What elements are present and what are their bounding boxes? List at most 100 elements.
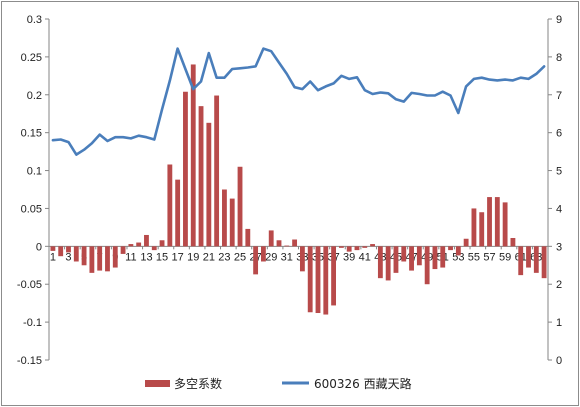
bar bbox=[167, 164, 173, 247]
x-tick-label: 3 bbox=[65, 251, 71, 263]
x-tick-label: 55 bbox=[468, 251, 480, 263]
bar bbox=[299, 246, 305, 272]
bar bbox=[416, 246, 422, 266]
line-series-stock-price bbox=[51, 47, 546, 156]
bar bbox=[206, 122, 212, 247]
right-y-tick-label: 8 bbox=[556, 52, 562, 64]
bar bbox=[510, 237, 516, 247]
bar bbox=[175, 179, 181, 247]
bar bbox=[245, 228, 251, 247]
bar bbox=[354, 246, 360, 251]
bar bbox=[362, 246, 368, 248]
bar bbox=[292, 239, 298, 247]
left-y-tick-label: 0.2 bbox=[27, 90, 42, 102]
bar bbox=[151, 246, 157, 251]
bar bbox=[385, 246, 391, 281]
bar bbox=[487, 197, 492, 247]
x-tick-label: 1 bbox=[50, 251, 56, 263]
bar bbox=[89, 246, 95, 273]
price-line bbox=[51, 47, 546, 156]
legend-swatch-bar bbox=[145, 380, 170, 387]
bar bbox=[183, 91, 188, 247]
bar bbox=[370, 244, 375, 247]
bar bbox=[479, 212, 485, 247]
legend-label-line: 600326 西藏天路 bbox=[314, 376, 412, 391]
right-y-tick-label: 0 bbox=[556, 355, 562, 367]
bar bbox=[66, 246, 71, 253]
left-y-tick-label: 0.15 bbox=[21, 128, 42, 140]
legend-label-bar: 多空系数 bbox=[174, 376, 222, 391]
bar bbox=[315, 246, 321, 314]
right-y-tick-label: 1 bbox=[556, 317, 562, 329]
x-tick-label: 53 bbox=[452, 251, 464, 263]
left-y-tick-label: -0.15 bbox=[17, 355, 42, 367]
bar bbox=[276, 240, 282, 247]
bar bbox=[136, 242, 142, 247]
right-y-tick-label: 5 bbox=[556, 166, 562, 178]
left-y-tick-label: -0.05 bbox=[17, 279, 42, 291]
bar bbox=[541, 246, 547, 279]
bar bbox=[455, 246, 461, 256]
left-y-tick-label: 0 bbox=[36, 241, 42, 253]
x-tick-label: 13 bbox=[140, 251, 152, 263]
bar bbox=[190, 64, 196, 247]
bar bbox=[494, 197, 500, 247]
right-y-tick-label: 7 bbox=[556, 90, 562, 102]
bar bbox=[222, 189, 227, 247]
left-y-tick-label: 0.3 bbox=[27, 14, 42, 26]
x-tick-label: 15 bbox=[156, 251, 168, 263]
bar bbox=[120, 246, 126, 254]
bar bbox=[229, 198, 235, 247]
x-tick-label: 11 bbox=[125, 251, 136, 263]
bar bbox=[424, 246, 430, 285]
chart-legend: 多空系数 600326 西藏天路 bbox=[145, 376, 412, 391]
bar bbox=[401, 246, 407, 262]
bar bbox=[284, 245, 290, 247]
bar bbox=[518, 246, 524, 276]
chart-axes: -0.15-0.1-0.0500.050.10.150.20.250.30123… bbox=[17, 14, 562, 367]
bar bbox=[502, 202, 508, 247]
bar bbox=[533, 246, 539, 273]
bar bbox=[526, 246, 531, 268]
bar bbox=[448, 246, 453, 251]
x-tick-label: 57 bbox=[483, 251, 495, 263]
right-y-tick-label: 2 bbox=[556, 279, 562, 291]
bar bbox=[331, 246, 337, 306]
left-y-tick-label: -0.1 bbox=[23, 317, 42, 329]
bar bbox=[393, 246, 399, 273]
x-tick-label: 39 bbox=[343, 251, 355, 263]
x-tick-label: 59 bbox=[499, 251, 511, 263]
x-tick-label: 31 bbox=[281, 251, 293, 263]
bar bbox=[471, 208, 477, 247]
bar bbox=[73, 246, 79, 262]
bar bbox=[144, 234, 149, 247]
left-y-tick-label: 0.25 bbox=[21, 52, 42, 64]
right-y-tick-label: 4 bbox=[556, 203, 562, 215]
right-y-tick-label: 6 bbox=[556, 128, 562, 140]
bar bbox=[97, 246, 103, 271]
bar bbox=[346, 246, 352, 252]
bar bbox=[128, 244, 134, 247]
bar bbox=[198, 106, 204, 247]
bar bbox=[50, 246, 56, 251]
bar-series-long-short-coefficient bbox=[50, 64, 547, 315]
right-y-tick-label: 9 bbox=[556, 14, 562, 26]
bar bbox=[463, 238, 469, 247]
x-tick-label: 25 bbox=[234, 251, 246, 263]
x-tick-label: 17 bbox=[172, 251, 184, 263]
x-tick-label: 19 bbox=[187, 251, 199, 263]
bar bbox=[323, 246, 329, 315]
bar bbox=[268, 230, 274, 247]
bar bbox=[409, 246, 414, 271]
right-y-tick-label: 3 bbox=[556, 241, 562, 253]
bar bbox=[112, 246, 118, 268]
bar bbox=[307, 246, 313, 313]
bar bbox=[440, 246, 446, 268]
bar bbox=[260, 246, 266, 262]
bar bbox=[237, 166, 243, 247]
x-tick-label: 23 bbox=[218, 251, 230, 263]
bar bbox=[58, 246, 64, 257]
bar bbox=[377, 246, 383, 279]
